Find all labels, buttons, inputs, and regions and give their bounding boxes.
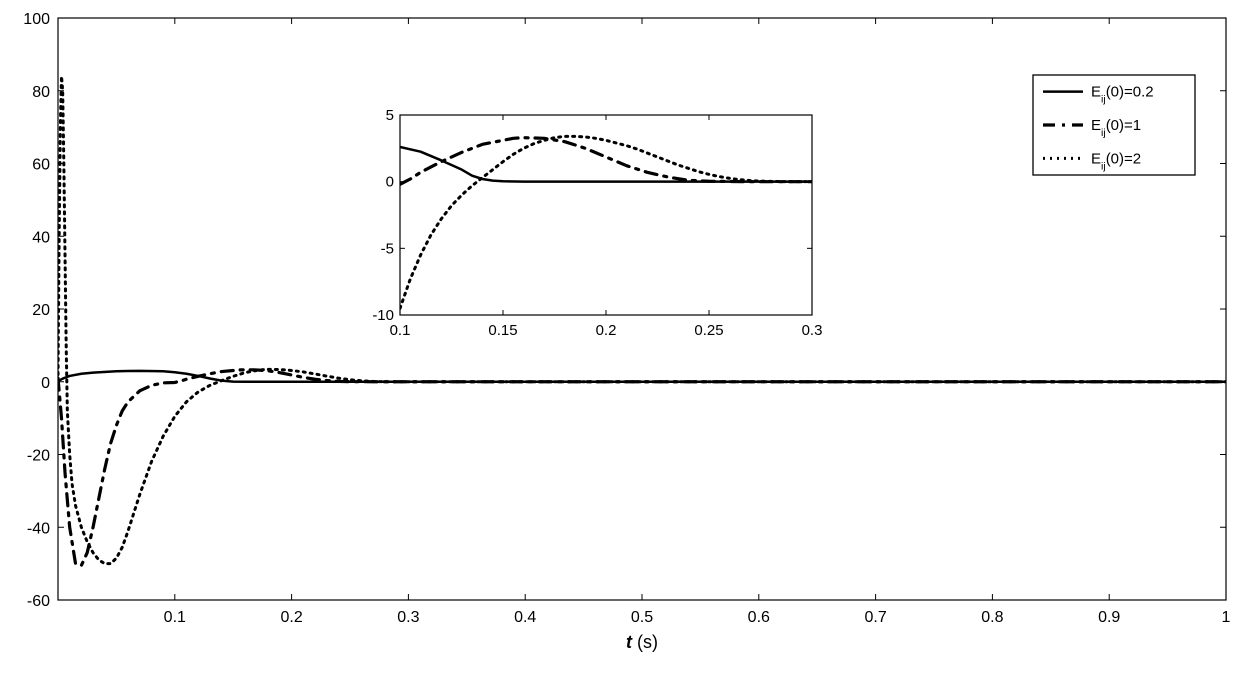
chart-container: -60 -40 -20 0 20 40 60 80 100 0.1 0.2 0.3 0.4 0.5 0.6 0…	[0, 0, 1240, 677]
main-xtick-label: 0.9	[1098, 609, 1120, 626]
time-response-chart: -60 -40 -20 0 20 40 60 80 100 0.1 0.2 0.3 0.4 0.5 0.6 0…	[0, 0, 1240, 677]
main-ytick-label: 100	[23, 11, 50, 28]
main-xtick-label: 0.7	[864, 609, 886, 626]
inset-ytick-label: 0	[386, 174, 394, 191]
main-ytick-label: -40	[27, 520, 50, 537]
main-xtick-label: 0.4	[514, 609, 536, 626]
inset-xtick-label: 0.25	[694, 322, 723, 339]
inset-ytick-label: -5	[381, 240, 394, 257]
inset-xtick-label: 0.1	[390, 322, 411, 339]
main-xtick-label: 0.2	[280, 609, 302, 626]
inset-ytick-label: 5	[386, 107, 394, 124]
main-ytick-label: 40	[32, 229, 50, 246]
inset-xtick-label: 0.15	[488, 322, 517, 339]
main-ytick-label: 0	[41, 375, 50, 392]
main-xtick-label: 0.1	[164, 609, 186, 626]
main-xtick-label: 0.3	[397, 609, 419, 626]
main-ytick-label: 60	[32, 157, 50, 174]
inset-axis-box	[400, 115, 812, 315]
main-ytick-label: -20	[27, 448, 50, 465]
main-xtick-label: 0.5	[631, 609, 653, 626]
inset-xtick-label: 0.3	[802, 322, 823, 339]
main-xtick-label: 0.8	[981, 609, 1003, 626]
main-xtick-label: 1	[1222, 609, 1231, 626]
inset-xtick-label: 0.2	[596, 322, 617, 339]
main-ytick-label: 80	[32, 84, 50, 101]
main-ytick-label: -60	[27, 593, 50, 610]
main-xtick-label: 0.6	[748, 609, 770, 626]
main-ytick-label: 20	[32, 302, 50, 319]
x-axis-label: t (s)	[626, 632, 658, 652]
